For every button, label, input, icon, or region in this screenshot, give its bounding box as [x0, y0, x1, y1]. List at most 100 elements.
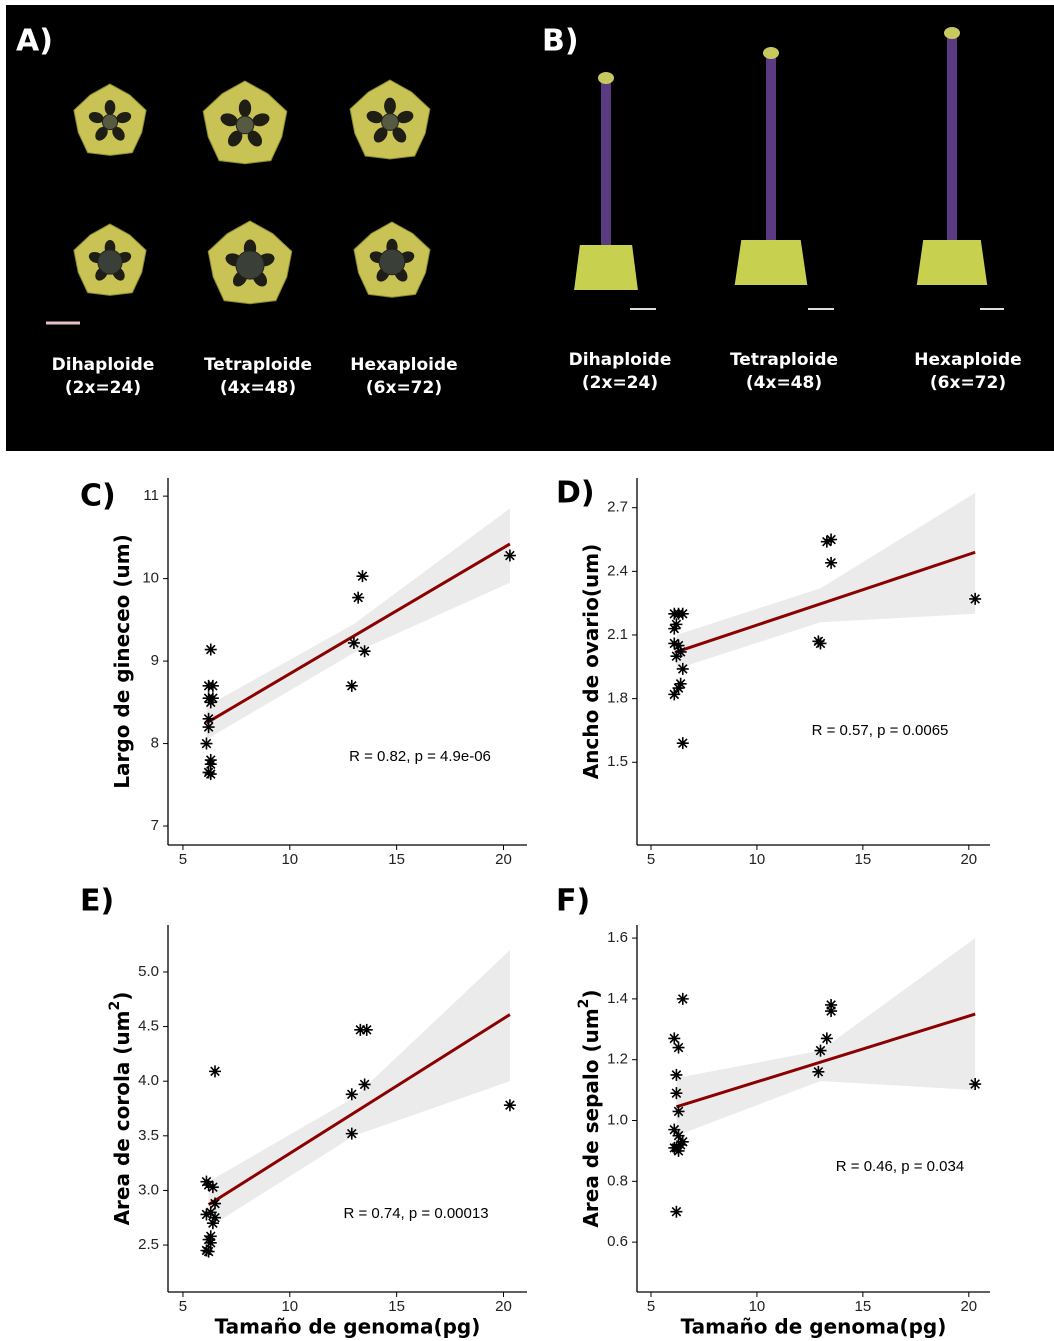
photo-background — [6, 5, 1054, 451]
corolla-spot — [239, 99, 251, 117]
photo-caption: Hexaploide — [914, 350, 1021, 370]
x-tick-label: 20 — [495, 1298, 512, 1315]
data-point — [504, 550, 516, 562]
y-tick-label: 2.7 — [607, 499, 628, 516]
x-tick-label: 10 — [281, 1298, 298, 1315]
y-axis-title-sup: 2 — [576, 999, 592, 1009]
flower-center — [236, 251, 264, 279]
y-tick-label: 1.0 — [607, 1111, 628, 1128]
data-point — [668, 623, 680, 635]
x-tick-label: 15 — [388, 851, 405, 868]
panel-label: E) — [80, 884, 114, 919]
x-tick-label: 10 — [749, 1298, 766, 1315]
y-tick-label: 5.0 — [138, 963, 159, 980]
y-tick-label: 1.6 — [607, 929, 628, 946]
figure: A) Dihaploide (2x=24) Tetraploide (4x=48) Hex… — [0, 0, 1054, 1341]
photo-caption: (6x=72) — [366, 378, 442, 398]
flower-center — [379, 249, 405, 275]
data-point — [203, 721, 215, 733]
x-tick-label: 15 — [855, 1298, 872, 1315]
photo-caption: (6x=72) — [930, 373, 1006, 393]
corolla-spot — [105, 100, 116, 115]
y-axis-title-end: ) — [579, 989, 603, 998]
photo-caption: (4x=48) — [220, 378, 296, 398]
panel-label: D) — [556, 476, 595, 511]
data-point — [504, 1099, 516, 1111]
ovary — [735, 240, 808, 285]
data-point — [825, 534, 837, 546]
data-point — [670, 1087, 682, 1099]
y-axis-title-text: Ancho de ovario(um) — [579, 544, 603, 779]
y-axis-title: Area de corola (um2) — [107, 992, 134, 1226]
y-tick-label: 1.8 — [607, 690, 628, 707]
data-point — [673, 1105, 685, 1117]
data-point — [203, 1234, 215, 1246]
panel-label: A) — [16, 24, 53, 59]
data-point — [969, 1078, 981, 1090]
data-point — [356, 570, 368, 582]
stigma — [598, 72, 614, 84]
x-tick-label: 20 — [495, 851, 512, 868]
x-tick-label: 20 — [960, 1298, 977, 1315]
data-point — [670, 1206, 682, 1218]
data-point — [207, 1217, 219, 1229]
y-tick-label: 1.2 — [607, 1051, 628, 1068]
stat-annotation: R = 0.46, p = 0.034 — [836, 1158, 964, 1175]
y-tick-label: 1.4 — [607, 990, 628, 1007]
x-tick-label: 5 — [179, 851, 187, 868]
y-tick-label: 0.8 — [607, 1172, 628, 1189]
x-tick-label: 5 — [647, 851, 655, 868]
panel-label: F) — [556, 884, 590, 919]
y-tick-label: 2.1 — [607, 626, 628, 643]
data-point — [352, 592, 364, 604]
photo-caption: (2x=24) — [65, 378, 141, 398]
data-point — [200, 738, 212, 750]
data-point — [969, 593, 981, 605]
panel-label: C) — [80, 479, 116, 514]
y-tick-label: 11 — [143, 487, 159, 504]
photo-caption: Tetraploide — [730, 350, 838, 370]
data-point — [346, 680, 358, 692]
data-point — [670, 1069, 682, 1081]
y-tick-label: 3.5 — [138, 1127, 159, 1144]
photo-caption: Dihaploide — [52, 355, 155, 375]
style — [947, 33, 957, 245]
data-point — [205, 644, 217, 656]
y-tick-label: 10 — [142, 570, 159, 587]
y-tick-label: 0.6 — [607, 1233, 628, 1250]
x-tick-label: 15 — [388, 1298, 405, 1315]
y-axis-title-text: Area de sepalo (um — [579, 1008, 603, 1227]
flower-center — [382, 114, 399, 131]
y-axis-title-text: Area de corola (um — [110, 1010, 134, 1225]
stat-annotation: R = 0.57, p = 0.0065 — [812, 722, 949, 739]
stat-annotation: R = 0.82, p = 4.9e-06 — [349, 748, 491, 765]
photo-caption: Hexaploide — [350, 355, 457, 375]
data-point — [673, 1042, 685, 1054]
y-axis-title: Area de sepalo (um2) — [576, 989, 603, 1227]
y-tick-label: 7 — [151, 817, 159, 834]
y-axis-title-sup: 2 — [107, 1001, 123, 1011]
data-point — [814, 637, 826, 649]
y-tick-label: 3.0 — [138, 1181, 159, 1198]
data-point — [677, 737, 689, 749]
data-point — [825, 557, 837, 569]
x-tick-label: 20 — [960, 851, 977, 868]
data-point — [825, 1005, 837, 1017]
x-axis-title: Tamaño de genoma(pg) — [215, 1315, 481, 1339]
flower-center — [98, 250, 122, 274]
data-point — [346, 1128, 358, 1140]
y-tick-label: 8 — [151, 735, 159, 752]
photo-caption: (4x=48) — [746, 373, 822, 393]
y-axis-title: Ancho de ovario(um) — [579, 544, 603, 779]
stigma — [763, 47, 779, 59]
regression-line — [209, 1015, 510, 1205]
confidence-band — [676, 493, 975, 669]
x-tick-label: 5 — [179, 1298, 187, 1315]
x-tick-label: 10 — [281, 851, 298, 868]
photo-caption: Dihaploide — [569, 350, 672, 370]
y-axis-title-text: Largo de gineceo (um) — [110, 534, 134, 788]
data-point — [348, 637, 360, 649]
y-tick-label: 2.4 — [607, 562, 628, 579]
flower-center — [102, 114, 117, 129]
x-tick-label: 10 — [749, 851, 766, 868]
